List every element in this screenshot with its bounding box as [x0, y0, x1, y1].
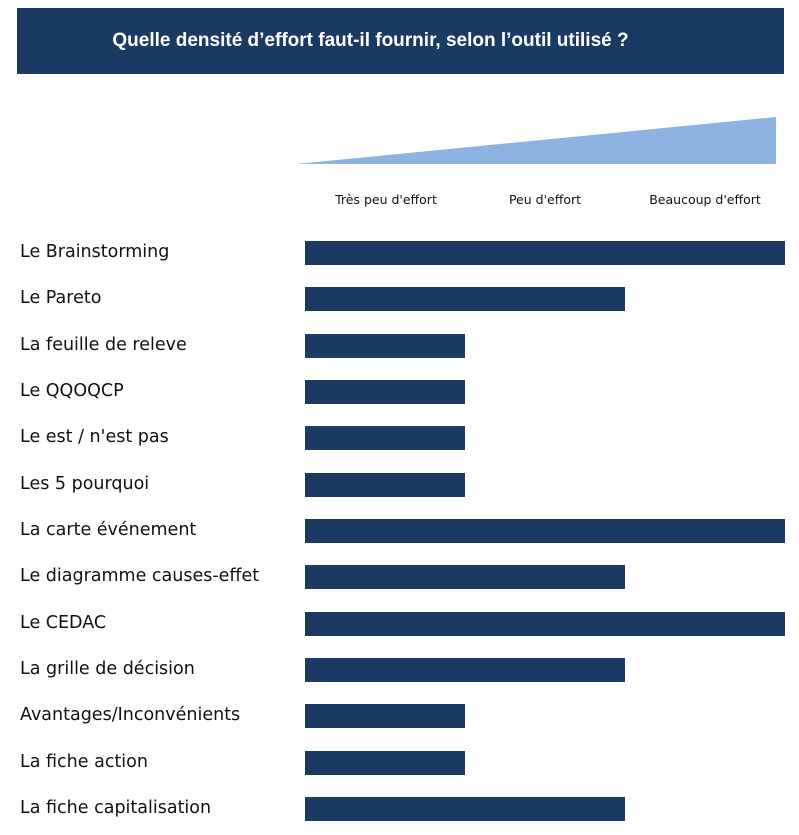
category-label: La fiche action	[20, 752, 148, 772]
scale-label: Peu d'effort	[508, 192, 582, 207]
category-label: Le Brainstorming	[20, 242, 170, 262]
bar	[305, 287, 625, 311]
bar	[305, 565, 625, 589]
bar	[305, 797, 625, 821]
bar	[305, 473, 465, 497]
bar	[305, 704, 465, 728]
category-label: Les 5 pourquoi	[20, 474, 150, 494]
bar	[305, 519, 785, 543]
category-label: Le QQOQCP	[20, 381, 124, 401]
scale-label: Beaucoup d'effort	[649, 192, 761, 207]
bar	[305, 334, 465, 358]
bar	[305, 380, 465, 404]
bar	[305, 612, 785, 636]
chart-title: Quelle densité d’effort faut-il fournir,…	[112, 30, 629, 51]
category-label: Le Pareto	[20, 288, 102, 308]
category-label: La grille de décision	[20, 659, 195, 679]
category-label: La feuille de releve	[20, 335, 187, 355]
category-label: La carte événement	[20, 520, 197, 540]
title-banner: Quelle densité d’effort faut-il fournir,…	[17, 8, 784, 74]
bar	[305, 426, 465, 450]
category-label: Le diagramme causes-effet	[20, 566, 260, 586]
bar	[305, 751, 465, 775]
category-label: La fiche capitalisation	[20, 798, 212, 818]
bar	[305, 658, 625, 682]
bar	[305, 241, 785, 265]
scale-label: Très peu d'effort	[335, 192, 437, 207]
effort-wedge	[296, 117, 776, 164]
category-label: Avantages/Inconvénients	[20, 705, 241, 725]
category-label: Le est / n'est pas	[20, 427, 169, 447]
category-label: Le CEDAC	[20, 613, 107, 633]
